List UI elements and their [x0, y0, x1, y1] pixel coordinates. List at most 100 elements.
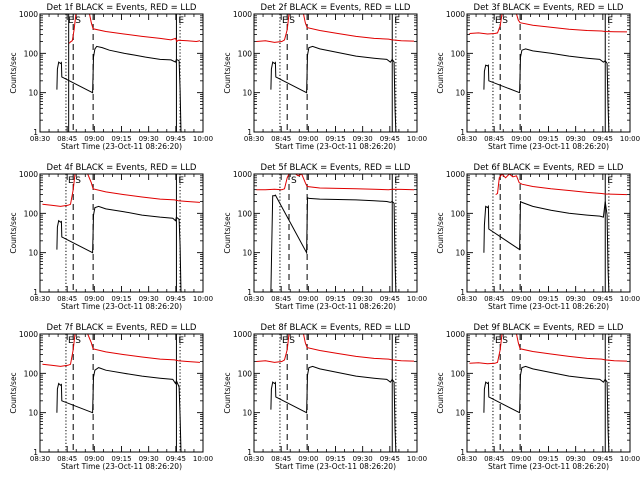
x-tick-label: 09:45 — [380, 295, 400, 303]
vertical-marker-label: S — [75, 176, 81, 186]
vertical-marker-label: S — [502, 16, 508, 26]
panel-title: Det 1f BLACK = Events, RED = LLD — [47, 3, 197, 13]
vertical-marker-label: E — [282, 336, 288, 346]
x-axis-label: Start Time (23-Oct-11 08:26:20) — [275, 462, 396, 471]
y-tick-label: 1 — [247, 448, 252, 457]
plot-area — [42, 334, 201, 452]
x-tick-label: 08:30 — [30, 455, 50, 463]
x-tick-label: 08:30 — [244, 135, 264, 143]
y-axis-label: Counts/sec — [436, 52, 445, 93]
plot-area — [42, 174, 201, 292]
plot-frame — [253, 333, 418, 453]
y-tick-label: 1000 — [446, 170, 465, 179]
x-tick-label: 08:30 — [244, 455, 264, 463]
x-axis-label: Start Time (23-Oct-11 08:26:20) — [488, 302, 609, 311]
vertical-marker-label: E — [394, 336, 400, 346]
panel-det-3f: Det 3f BLACK = Events, RED = LLD 1 10 100 10… — [436, 3, 640, 151]
x-tick-label: 10:00 — [620, 135, 640, 143]
series-line-lld — [42, 334, 201, 367]
x-tick-label: 08:45 — [271, 455, 291, 463]
vertical-marker-label: S — [291, 176, 297, 186]
plot-frame — [466, 173, 631, 293]
x-axis-label: Start Time (23-Oct-11 08:26:20) — [61, 462, 182, 471]
x-tick-label: 08:30 — [457, 135, 477, 143]
y-axis-label: Counts/sec — [436, 372, 445, 413]
x-tick-label: 09:30 — [566, 295, 586, 303]
x-tick-label: 09:30 — [566, 135, 586, 143]
plot-area — [469, 334, 628, 452]
y-tick-label: 1000 — [446, 330, 465, 339]
series-line-lld — [469, 14, 628, 35]
series-line-lld — [256, 14, 415, 43]
x-tick-label: 09:00 — [511, 135, 531, 143]
series-line-events — [483, 200, 610, 292]
x-tick-label: 09:15 — [111, 455, 131, 463]
x-tick-label: 09:30 — [566, 455, 586, 463]
x-tick-label: 10:00 — [620, 295, 640, 303]
y-tick-label: 1 — [33, 128, 38, 137]
x-tick-label: 08:45 — [484, 135, 504, 143]
series-line-events — [483, 365, 610, 452]
vertical-marker-label: E — [68, 176, 74, 186]
panel-det-5f: Det 5f BLACK = Events, RED = LLD 1 10 100 10… — [223, 163, 427, 311]
y-tick-label: 1 — [460, 288, 465, 297]
x-tick-label: 09:30 — [139, 455, 159, 463]
series-line-events — [483, 48, 610, 132]
vertical-marker-label: E — [607, 176, 613, 186]
y-tick-label: 1 — [33, 288, 38, 297]
panel-title: Det 8f BLACK = Events, RED = LLD — [261, 323, 411, 333]
x-tick-label: 09:30 — [139, 295, 159, 303]
vertical-marker-label: E — [68, 16, 74, 26]
x-tick-label: 09:45 — [380, 455, 400, 463]
x-tick-label: 09:30 — [353, 135, 373, 143]
panel-title: Det 4f BLACK = Events, RED = LLD — [47, 163, 197, 173]
plot-frame — [39, 333, 204, 453]
x-tick-label: 08:45 — [57, 295, 77, 303]
x-tick-label: 08:30 — [30, 135, 50, 143]
vertical-marker-label: E — [178, 16, 184, 26]
x-tick-label: 08:30 — [30, 295, 50, 303]
y-axis-label: Counts/sec — [223, 52, 232, 93]
x-tick-label: 08:30 — [457, 455, 477, 463]
x-tick-label: 09:15 — [538, 295, 558, 303]
y-tick-label: 100 — [24, 369, 39, 378]
panel-title: Det 2f BLACK = Events, RED = LLD — [261, 3, 411, 13]
plot-frame — [466, 13, 631, 133]
panel-title: Det 6f BLACK = Events, RED = LLD — [474, 163, 624, 173]
x-tick-label: 09:00 — [84, 455, 104, 463]
x-tick-label: 10:00 — [407, 135, 427, 143]
x-tick-label: 09:45 — [380, 135, 400, 143]
x-tick-label: 10:00 — [407, 455, 427, 463]
series-line-events — [56, 367, 182, 452]
x-tick-label: 09:45 — [593, 455, 613, 463]
x-tick-label: 09:45 — [166, 455, 186, 463]
plot-frame — [253, 13, 418, 133]
plot-area — [256, 14, 415, 132]
series-line-events — [270, 365, 397, 452]
x-tick-label: 10:00 — [407, 295, 427, 303]
panel-title: Det 3f BLACK = Events, RED = LLD — [474, 3, 624, 13]
x-tick-label: 08:45 — [484, 295, 504, 303]
x-tick-label: 09:45 — [593, 135, 613, 143]
vertical-marker-label: E — [178, 336, 184, 346]
series-line-events — [56, 205, 182, 292]
y-axis-label: Counts/sec — [223, 212, 232, 253]
panel-title: Det 9f BLACK = Events, RED = LLD — [474, 323, 624, 333]
plot-frame — [39, 13, 204, 133]
y-tick-label: 100 — [451, 369, 466, 378]
plot-area — [469, 14, 628, 132]
x-tick-label: 09:00 — [511, 455, 531, 463]
x-tick-label: 08:45 — [57, 455, 77, 463]
x-tick-label: 09:45 — [166, 295, 186, 303]
panel-title: Det 5f BLACK = Events, RED = LLD — [261, 163, 411, 173]
y-tick-label: 1 — [460, 128, 465, 137]
x-tick-label: 10:00 — [193, 455, 213, 463]
y-tick-label: 10 — [28, 89, 38, 98]
x-tick-label: 09:00 — [511, 295, 531, 303]
vertical-marker-label: E — [394, 176, 400, 186]
x-tick-label: 09:15 — [538, 455, 558, 463]
series-line-lld — [495, 174, 628, 196]
x-axis-label: Start Time (23-Oct-11 08:26:20) — [61, 302, 182, 311]
x-tick-label: 09:15 — [538, 135, 558, 143]
